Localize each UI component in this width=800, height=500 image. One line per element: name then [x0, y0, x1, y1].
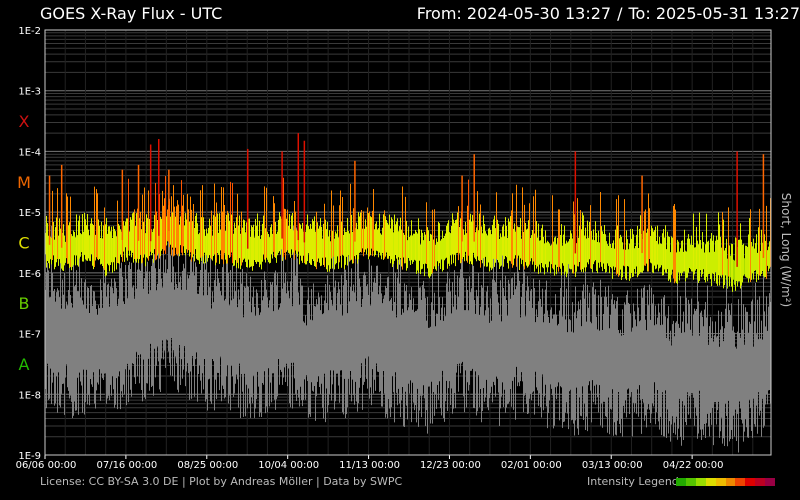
y-tick-label: 1E-5 [18, 208, 41, 219]
intensity-legend-bar [676, 478, 776, 486]
x-tick-label: 06/06 00:00 [16, 460, 77, 471]
x-tick-label: 04/22 00:00 [663, 460, 724, 471]
y-tick-label: 1E-6 [18, 269, 41, 280]
y-tick-label: 1E-3 [18, 87, 41, 98]
range-separator: / [617, 4, 623, 23]
from-label: From: [416, 4, 462, 23]
y-tick-label: 1E-2 [18, 26, 41, 37]
flare-class-label: C [18, 234, 29, 253]
x-tick-label: 08/25 00:00 [177, 460, 238, 471]
x-tick-label: 12/23 00:00 [420, 460, 481, 471]
x-tick-label: 02/01 00:00 [501, 460, 562, 471]
chart-title: GOES X-Ray Flux - UTC [40, 4, 223, 23]
legend-swatch [705, 478, 716, 486]
y-tick-label: 1E-4 [18, 147, 41, 158]
legend-swatch [685, 478, 696, 486]
time-range: From: 2024-05-30 13:27 / To: 2025-05-31 13… [417, 4, 800, 23]
y-tick-label: 1E-9 [18, 451, 41, 462]
legend-swatch [676, 478, 686, 486]
legend-swatch [755, 478, 766, 486]
legend-swatch [715, 478, 726, 486]
to-value: 2025-05-31 13:27 [655, 4, 800, 23]
intensity-legend-label: Intensity Legend [587, 475, 679, 488]
y-tick-label: 1E-7 [18, 330, 41, 341]
license-credit: License: CC BY-SA 3.0 DE | Plot by Andre… [40, 475, 403, 488]
flare-class-label: X [19, 112, 30, 131]
legend-swatch [695, 478, 706, 486]
plot-frame [44, 29, 772, 456]
x-tick-label: 03/13 00:00 [582, 460, 643, 471]
flare-class-label: M [17, 173, 31, 192]
legend-swatch [735, 478, 746, 486]
from-value: 2024-05-30 13:27 [466, 4, 612, 23]
legend-swatch [765, 478, 776, 486]
flare-class-label: A [19, 355, 30, 374]
to-label: To: [628, 4, 651, 23]
x-tick-label: 07/16 00:00 [96, 460, 157, 471]
y-axis-label: Short, Long (W/m²) [779, 192, 793, 308]
x-tick-label: 10/04 00:00 [258, 460, 319, 471]
x-tick-label: 11/13 00:00 [339, 460, 400, 471]
legend-swatch [745, 478, 756, 486]
flare-class-label: B [19, 294, 30, 313]
legend-swatch [725, 478, 736, 486]
y-tick-label: 1E-8 [18, 390, 41, 401]
